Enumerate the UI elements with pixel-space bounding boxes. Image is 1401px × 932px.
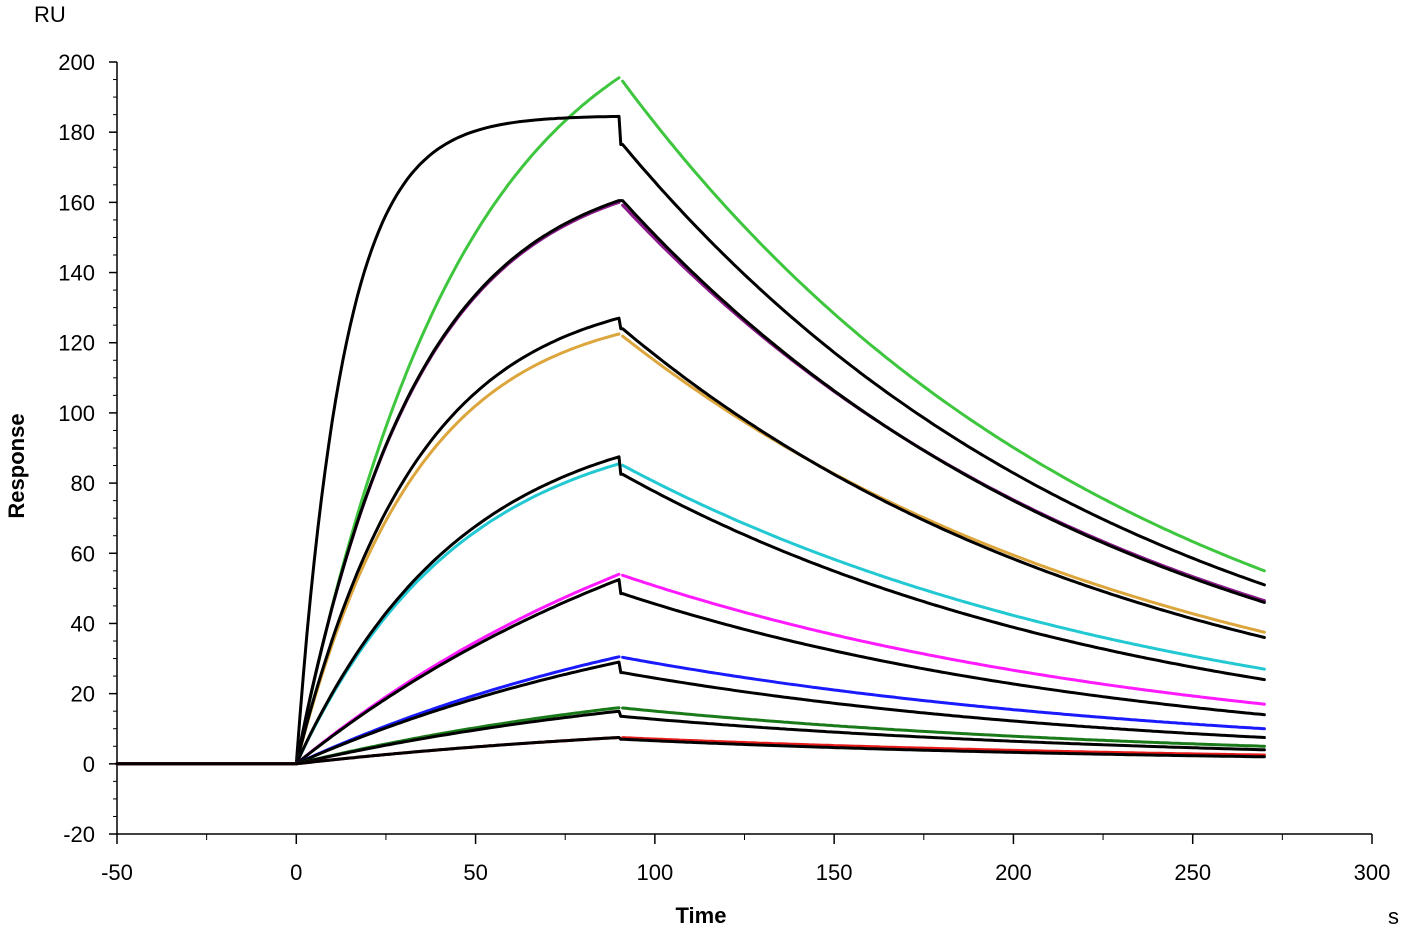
y-unit-label: RU [34,2,66,27]
fit-curve-7 [115,455,1266,766]
x-tick-label: -50 [101,860,133,885]
x-axis-title: Time [676,903,727,928]
y-tick-label: 180 [58,120,95,145]
y-axis-title: Response [4,413,29,518]
x-tick-label: 300 [1354,860,1391,885]
measured-curve-2 [115,200,1266,766]
y-tick-label: 60 [71,541,95,566]
y-tick-label: 20 [71,682,95,707]
y-tick-label: 100 [58,401,95,426]
x-tick-label: 250 [1174,860,1211,885]
measured-curve-0 [115,76,1266,766]
fit-curve-13 [115,709,1266,766]
y-tick-label: 140 [58,261,95,286]
x-unit-label: s [1388,904,1399,929]
fit-curve-5 [115,316,1266,766]
fit-curve-1 [115,114,1266,766]
x-tick-label: 50 [463,860,487,885]
y-tick-label: 160 [58,190,95,215]
y-tick-label: 200 [58,50,95,75]
fit-curve-15 [115,736,1266,766]
fit-curve-11 [115,660,1266,766]
y-tick-label: -20 [63,822,95,847]
fit-curve-9 [115,578,1266,766]
y-tick-label: 120 [58,331,95,356]
axes: -20 0 20 40 60 80 100 120 140 160 180 200 -50 0 50 100 1… [58,50,1390,885]
curves [115,76,1266,766]
fit-curve-3 [115,199,1266,766]
y-tick-label: 40 [71,611,95,636]
measured-curve-10 [115,655,1266,766]
measured-curve-4 [115,332,1266,766]
x-tick-label: 150 [816,860,853,885]
x-tick-label: 100 [636,860,673,885]
x-tick-label: 0 [290,860,302,885]
x-tick-label: 200 [995,860,1032,885]
y-tick-label: 80 [71,471,95,496]
y-tick-label: 0 [83,752,95,777]
